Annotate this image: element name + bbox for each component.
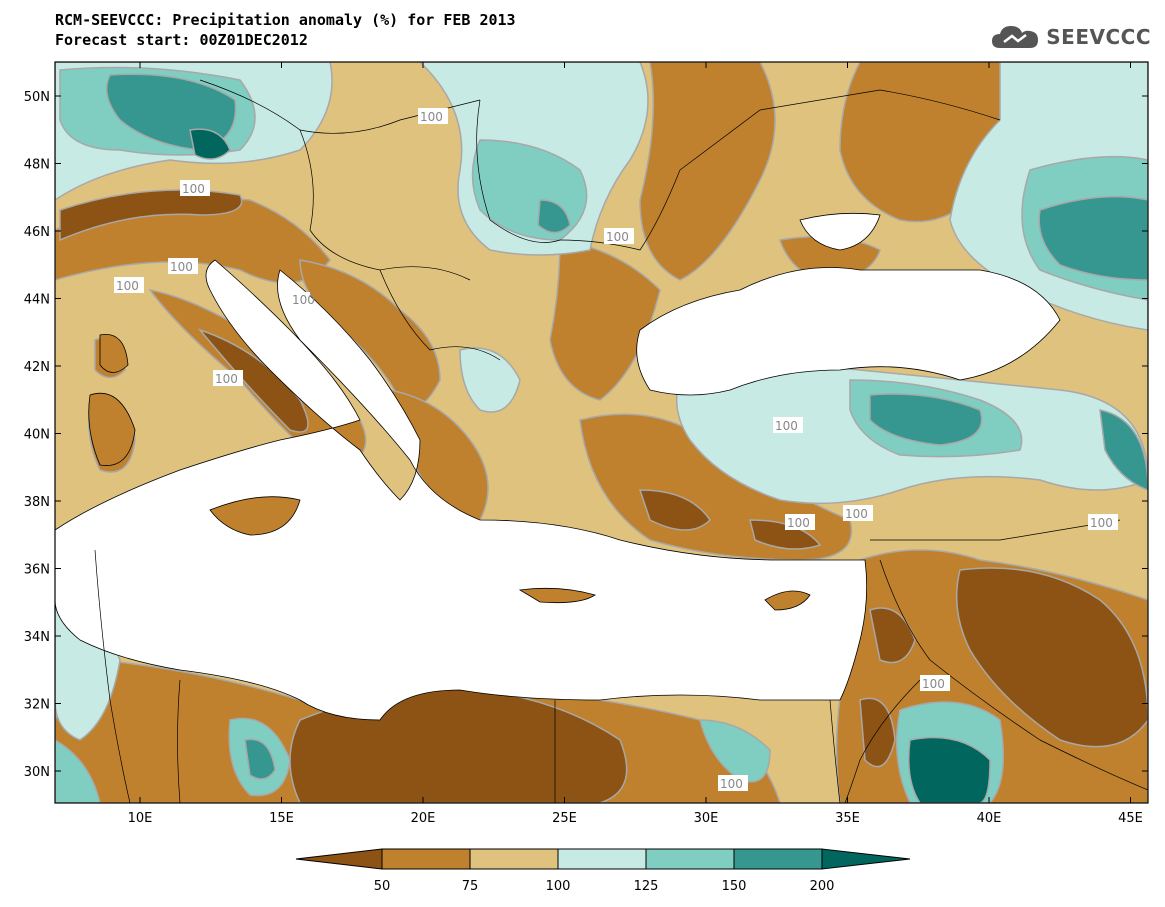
logo-text: SEEVCCC xyxy=(1046,25,1151,49)
lat-tick-label: 48N xyxy=(24,158,50,173)
dry-regions xyxy=(55,62,1148,803)
colorbar-segment xyxy=(733,848,823,870)
lat-tick-label: 32N xyxy=(24,698,50,713)
contour-label-10: 100 xyxy=(1088,514,1118,530)
svg-text:100: 100 xyxy=(116,279,139,293)
contour-label-2: 100 xyxy=(180,180,210,196)
svg-text:100: 100 xyxy=(292,293,315,307)
seevccc-logo: SEEVCCC xyxy=(990,22,1151,52)
lon-tick-label: 20E xyxy=(411,811,436,826)
lon-tick-label: 35E xyxy=(835,811,860,826)
colorbar-arrow-right xyxy=(821,848,911,870)
svg-text:100: 100 xyxy=(215,372,238,386)
svg-text:100: 100 xyxy=(182,182,205,196)
contour-label-1: 100 xyxy=(418,108,448,124)
map-frame xyxy=(54,61,1149,804)
colorbar-label: 200 xyxy=(810,879,835,894)
sea-areas xyxy=(55,212,1061,721)
svg-text:100: 100 xyxy=(787,516,810,530)
lat-tick-label: 38N xyxy=(24,495,50,510)
svg-text:100: 100 xyxy=(420,110,443,124)
colorbar-segment xyxy=(557,848,647,870)
lat-tick-label: 42N xyxy=(24,360,50,375)
contour-label-7: 100 xyxy=(773,417,803,433)
contour-label-6: 100 xyxy=(213,370,243,386)
lat-tick-label: 46N xyxy=(24,225,50,240)
islands xyxy=(88,333,811,611)
map-field: 100 100 100 100 100 100 100 100 100 100 … xyxy=(55,62,1148,803)
contour-label-13: 100 xyxy=(290,292,315,307)
lat-tick-label: 34N xyxy=(24,630,50,645)
title-line-2: Forecast start: 00Z01DEC2012 xyxy=(55,31,308,49)
title-line-1: RCM-SEEVCCC: Precipitation anomaly (%) f… xyxy=(55,11,516,29)
lat-tick-label: 40N xyxy=(24,428,50,443)
svg-text:100: 100 xyxy=(845,507,868,521)
lon-tick-label: 30E xyxy=(694,811,719,826)
colorbar-label: 100 xyxy=(546,879,571,894)
colorbar-segment xyxy=(381,848,471,870)
colorbar: 50 75 100 125 150 200 xyxy=(295,848,911,894)
colorbar-segment xyxy=(645,848,735,870)
contour-label-5: 100 xyxy=(114,277,144,293)
lat-tick-label: 30N xyxy=(24,765,50,780)
lat-tick-label: 44N xyxy=(24,293,50,308)
lon-tick-label: 45E xyxy=(1118,811,1143,826)
svg-text:100: 100 xyxy=(606,230,629,244)
svg-text:100: 100 xyxy=(775,419,798,433)
colorbar-label: 150 xyxy=(722,879,747,894)
contour-labels: 100 100 100 100 100 100 100 100 100 100 … xyxy=(114,108,1118,791)
contour-label-12: 100 xyxy=(718,775,748,791)
colorbar-arrow-left xyxy=(295,848,383,870)
colorbar-label: 75 xyxy=(462,879,479,894)
wet-regions xyxy=(55,62,1148,803)
svg-text:100: 100 xyxy=(170,260,193,274)
svg-text:100: 100 xyxy=(922,677,945,691)
svg-text:100: 100 xyxy=(720,777,743,791)
contour-label-4: 100 xyxy=(168,258,198,274)
map-title: RCM-SEEVCCC: Precipitation anomaly (%) f… xyxy=(55,10,516,50)
contour-label-8: 100 xyxy=(843,505,873,521)
lat-tick-label: 36N xyxy=(24,563,50,578)
contour-label-3: 100 xyxy=(604,228,634,244)
lon-tick-label: 15E xyxy=(269,811,294,826)
longitude-axis: 10E 15E 20E 25E 30E 35E 40E 45E xyxy=(128,62,1143,826)
cloud-icon xyxy=(992,26,1039,48)
contour-label-9: 100 xyxy=(785,514,815,530)
colorbar-label: 125 xyxy=(634,879,659,894)
lon-tick-label: 25E xyxy=(552,811,577,826)
lon-tick-label: 10E xyxy=(128,811,153,826)
colorbar-segment xyxy=(469,848,559,870)
colorbar-label: 50 xyxy=(374,879,391,894)
latitude-axis: 50N 48N 46N 44N 42N 40N 38N 36N 34N 32N 30N xyxy=(24,90,1148,780)
lon-tick-label: 40E xyxy=(977,811,1002,826)
svg-text:100: 100 xyxy=(1090,516,1113,530)
contour-label-11: 100 xyxy=(920,675,950,691)
lat-tick-label: 50N xyxy=(24,90,50,105)
